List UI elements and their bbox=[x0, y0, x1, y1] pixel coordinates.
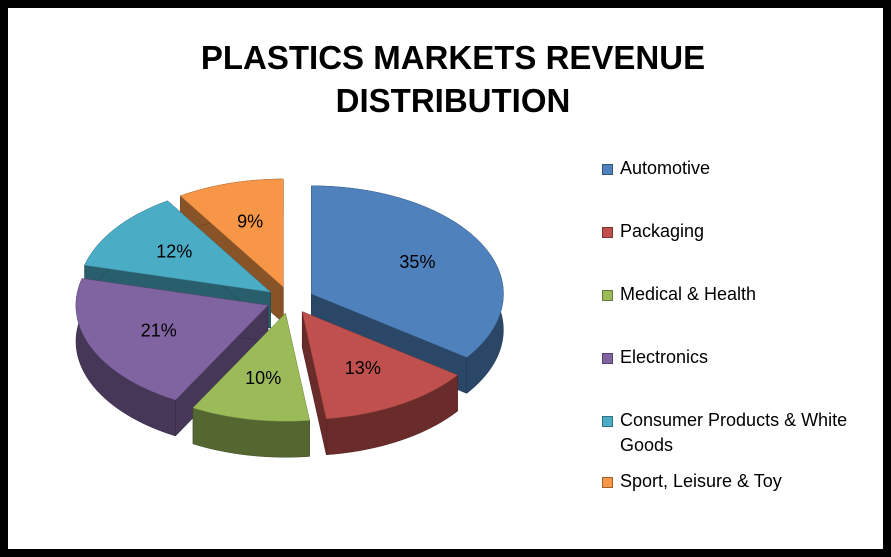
legend-swatch bbox=[602, 227, 613, 238]
data-label: 35% bbox=[399, 252, 435, 272]
legend-label: Medical & Health bbox=[620, 284, 757, 304]
slice: 10% bbox=[192, 312, 310, 458]
slice-top bbox=[311, 185, 504, 358]
slice-top bbox=[75, 278, 269, 401]
legend-label: Consumer Products & White Goods bbox=[620, 410, 848, 455]
data-label: 9% bbox=[237, 211, 263, 231]
legend-entry: Sport, Leisure & Toy bbox=[602, 469, 877, 494]
data-label: 21% bbox=[141, 321, 177, 341]
pie-area: 9% 12% 35% 21% 13% 10% bbox=[75, 178, 504, 458]
legend-entry: Automotive bbox=[602, 156, 877, 181]
legend-swatch bbox=[602, 416, 613, 427]
legend-swatch bbox=[602, 477, 613, 488]
legend-label: Automotive bbox=[620, 158, 711, 178]
slice-top bbox=[301, 311, 459, 420]
legend-label: Sport, Leisure & Toy bbox=[620, 471, 782, 491]
legend-label: Electronics bbox=[620, 347, 709, 367]
slice-top bbox=[84, 200, 272, 293]
legend-label: Packaging bbox=[620, 221, 705, 241]
legend-swatch bbox=[602, 353, 613, 364]
legend-entry: Electronics bbox=[602, 345, 877, 370]
legend-entry: Medical & Health bbox=[602, 282, 877, 307]
legend-entry: Consumer Products & White Goods bbox=[602, 408, 877, 458]
data-label: 12% bbox=[156, 241, 192, 261]
legend: Automotive Packaging Medical & Health Elect… bbox=[602, 156, 877, 532]
chart-title: PLASTICS MARKETS REVENUE DISTRIBUTION bbox=[200, 39, 706, 119]
legend-entry: Packaging bbox=[602, 219, 877, 244]
slice-top bbox=[192, 312, 310, 422]
data-label: 13% bbox=[345, 358, 381, 378]
slice-top bbox=[179, 178, 284, 288]
legend-swatch bbox=[602, 290, 613, 301]
data-label: 10% bbox=[245, 368, 281, 388]
legend-swatch bbox=[602, 164, 613, 175]
slice: 13% bbox=[301, 311, 459, 456]
